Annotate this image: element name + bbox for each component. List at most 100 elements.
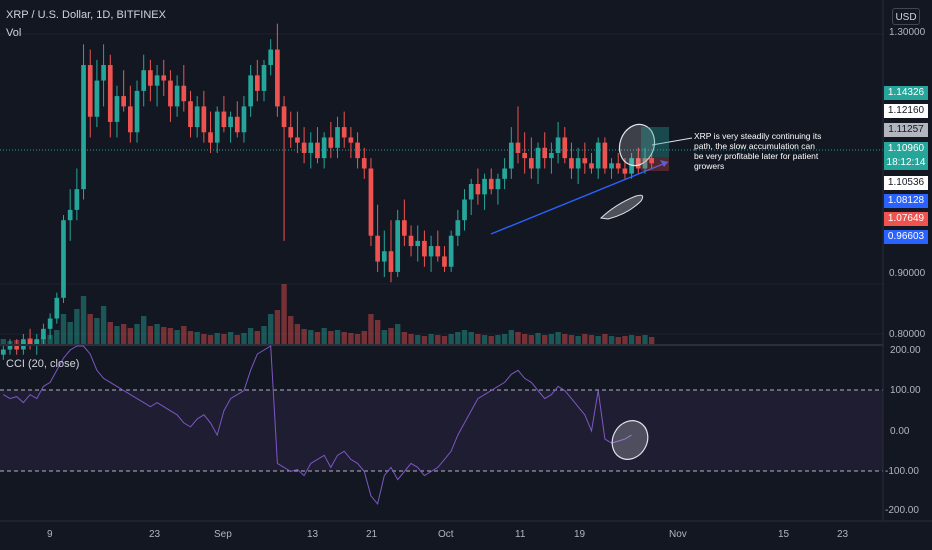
volume-bar <box>234 335 240 344</box>
volume-bar <box>468 332 474 344</box>
volume-bar <box>481 335 488 344</box>
candle-body <box>495 178 501 190</box>
volume-bar <box>281 284 287 344</box>
candle-body <box>7 344 13 350</box>
volume-bar <box>194 332 200 344</box>
cci-tick: -100.00 <box>885 466 919 477</box>
candle-body <box>174 85 180 107</box>
projection-box <box>641 127 669 157</box>
candle-body <box>208 132 213 143</box>
volume-bar <box>314 332 321 344</box>
time-tick: 21 <box>366 529 378 540</box>
volume-bar <box>247 328 254 344</box>
candle-body <box>609 163 614 169</box>
volume-bar <box>435 335 441 344</box>
volume-bar <box>408 334 414 344</box>
candle-body <box>194 106 200 128</box>
volume-bar <box>582 334 588 344</box>
volume-bar <box>268 314 274 344</box>
candle-body <box>381 251 387 262</box>
symbol-title[interactable]: XRP / U.S. Dollar, 1D, BITFINEX <box>6 9 166 21</box>
candle-body <box>241 106 247 133</box>
cci-label[interactable]: CCI (20, close) <box>6 358 80 370</box>
volume-bar <box>648 337 655 344</box>
candle-body <box>74 189 80 210</box>
volume-bar <box>568 335 575 344</box>
candle-body <box>54 297 60 319</box>
candle-body <box>615 163 621 169</box>
trendline[interactable] <box>490 161 669 235</box>
volume-bar <box>635 336 641 344</box>
volume-bar <box>120 324 127 344</box>
candle-body <box>14 344 20 350</box>
candle-body <box>575 158 581 169</box>
projection-box-lower <box>641 157 669 171</box>
cci-band <box>0 390 883 471</box>
candle-body <box>87 65 93 117</box>
candle-body <box>188 101 193 128</box>
candle-body <box>562 137 568 159</box>
price-tick: 1.30000 <box>889 27 926 38</box>
time-tick: Nov <box>669 529 687 540</box>
volume-bar <box>575 336 581 344</box>
time-tick: 13 <box>307 529 319 540</box>
volume-bar <box>161 327 167 344</box>
cci-tick: 200.00 <box>890 345 921 356</box>
volume-bar <box>147 326 154 344</box>
price-label-high: 1.14326 <box>884 86 928 100</box>
annotation-note[interactable]: XRP is very steadily continuing its path… <box>694 131 822 171</box>
candle-body <box>34 339 40 345</box>
candle-body <box>308 142 314 153</box>
volume-bar <box>501 334 508 344</box>
volume-bar <box>401 332 408 344</box>
last-price-label: 1.10960 <box>884 142 928 156</box>
candle-body <box>101 65 106 81</box>
price-label: 1.12160 <box>884 104 928 118</box>
time-tick: Sep <box>214 529 232 540</box>
time-tick: 23 <box>149 529 161 540</box>
volume-bar <box>588 335 595 344</box>
candle-body <box>348 137 354 143</box>
candle-body <box>234 116 240 133</box>
volume-bar <box>595 336 601 344</box>
volume-bar <box>535 333 541 344</box>
volume-bar <box>227 332 234 344</box>
volume-bar <box>328 331 334 344</box>
price-label: 1.07649 <box>884 212 928 226</box>
volume-bar <box>308 330 314 344</box>
price-tick: 0.90000 <box>889 268 926 279</box>
cci-highlight-circle[interactable] <box>605 414 654 466</box>
candle-body <box>549 152 554 159</box>
volume-bar <box>388 328 394 344</box>
volume-bar <box>381 330 387 344</box>
volume-bar <box>615 337 621 344</box>
candle-body <box>248 75 253 107</box>
volume-bar <box>174 330 180 344</box>
volume-bar <box>608 336 615 344</box>
candle-body <box>422 240 427 257</box>
currency-button[interactable]: USD <box>892 8 920 25</box>
candle-body <box>582 158 588 164</box>
time-tick: 19 <box>574 529 586 540</box>
candle-body <box>295 137 300 143</box>
volume-bar <box>488 336 494 344</box>
candle-body <box>61 220 66 298</box>
cci-tick: 100.00 <box>890 385 921 396</box>
candle-body <box>542 147 548 159</box>
candle-body <box>482 178 487 195</box>
volume-bar <box>341 332 347 344</box>
volume-bar <box>167 328 174 344</box>
highlight-circle[interactable] <box>614 119 660 170</box>
price-label: 0.96603 <box>884 230 928 244</box>
volume-bar <box>395 324 401 344</box>
candle-body <box>268 49 274 66</box>
volume-bar <box>134 324 140 344</box>
time-tick: 11 <box>515 529 526 540</box>
volume-bar <box>415 335 421 344</box>
handdrawn-shape <box>599 194 644 220</box>
volume-bar <box>361 331 367 344</box>
volume-bar <box>301 329 307 344</box>
candle-body <box>415 240 421 247</box>
volume-bar <box>348 333 354 344</box>
